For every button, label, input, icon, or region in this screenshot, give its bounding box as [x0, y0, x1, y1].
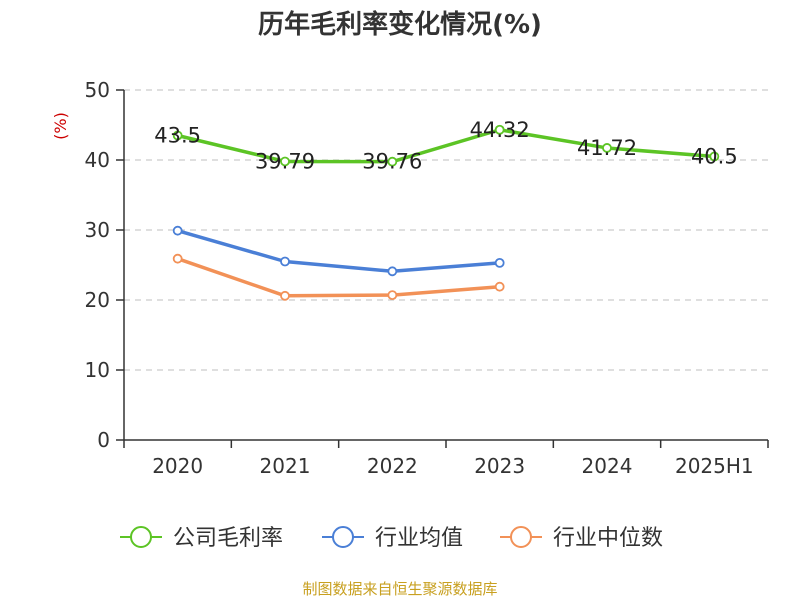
- data-point: [387, 266, 398, 277]
- data-label: 39.76: [362, 150, 422, 174]
- x-tick-label: 2021: [260, 454, 311, 478]
- data-point: [494, 281, 505, 292]
- data-point: [602, 143, 612, 153]
- y-tick-label: 10: [85, 358, 110, 382]
- x-tick-label: 2025H1: [675, 454, 754, 478]
- legend-label: 行业中位数: [553, 526, 663, 551]
- data-point: [172, 225, 183, 236]
- y-tick-label: 40: [85, 148, 110, 172]
- y-tick-label: 50: [85, 78, 110, 102]
- series-line-2: [175, 228, 502, 274]
- data-point: [387, 290, 398, 301]
- source-footer: 制图数据来自恒生聚源数据库: [302, 580, 497, 598]
- series-line-1: [175, 128, 717, 164]
- data-label: 43.5: [154, 124, 201, 148]
- y-tick-label: 0: [97, 428, 110, 452]
- chart-title: 历年毛利率变化情况(%): [258, 9, 542, 40]
- x-tick-label: 2020: [152, 454, 203, 478]
- data-label: 44.32: [470, 118, 530, 142]
- legend-label: 行业均值: [375, 526, 463, 551]
- data-point: [280, 156, 290, 167]
- data-point: [709, 151, 720, 162]
- x-tick-label: 2024: [582, 454, 633, 478]
- data-label: 41.72: [577, 136, 637, 160]
- data-point: [172, 253, 183, 264]
- series-line-3: [175, 256, 502, 298]
- y-tick-label: 20: [85, 288, 110, 312]
- y-axis-label: (%): [51, 112, 70, 140]
- data-point: [280, 256, 290, 267]
- data-point: [387, 156, 398, 167]
- legend-label: 公司毛利率: [173, 526, 283, 551]
- data-point: [172, 130, 183, 141]
- data-label: 39.79: [255, 149, 315, 173]
- data-point: [280, 290, 290, 301]
- y-tick-label: 30: [85, 218, 110, 242]
- legend-marker: [510, 526, 532, 548]
- data-point: [494, 124, 505, 135]
- x-tick-label: 2023: [474, 454, 525, 478]
- legend-marker: [130, 526, 152, 548]
- legend-marker: [332, 526, 354, 548]
- x-tick-label: 2022: [367, 454, 418, 478]
- data-label: 40.5: [691, 145, 738, 169]
- data-point: [494, 257, 505, 268]
